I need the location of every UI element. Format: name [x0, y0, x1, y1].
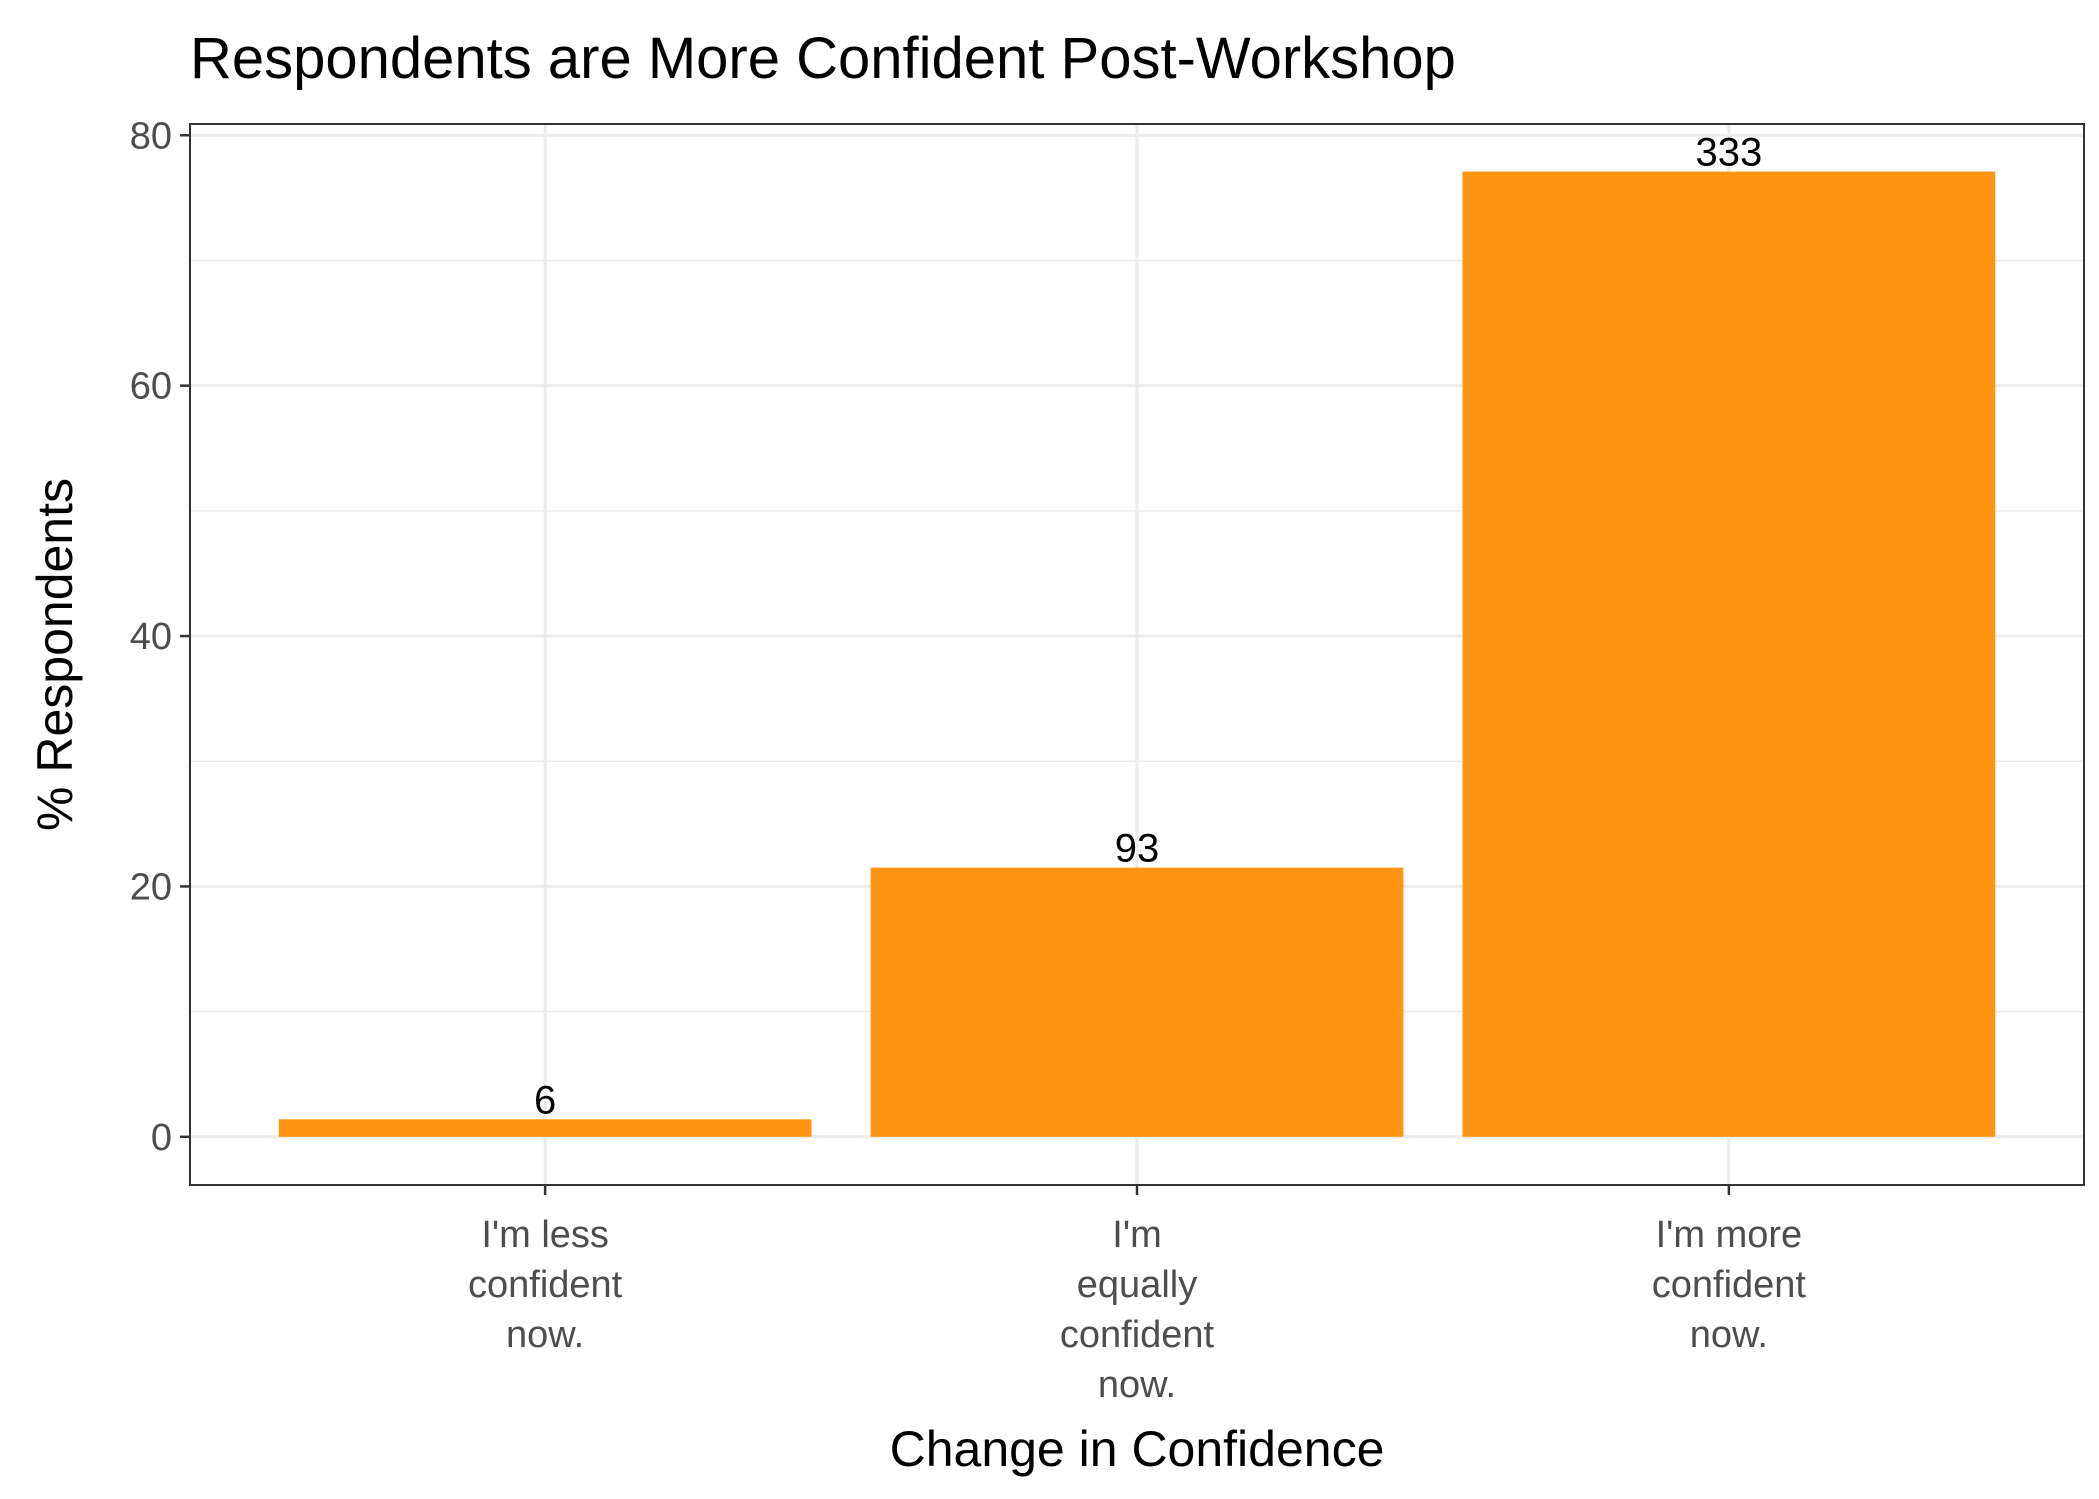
x-tick-label: I'm more confident now.: [1652, 1214, 1807, 1356]
y-axis: 0 20 40 60 80: [130, 115, 190, 1159]
x-tick-label-line: I'm less: [481, 1214, 609, 1256]
y-tick-label: 80: [130, 115, 172, 157]
bar: [870, 867, 1404, 1137]
bar-data-label: 93: [1115, 827, 1160, 871]
x-tick-label-line: now.: [1690, 1314, 1768, 1356]
x-tick-label: I'm less confident now.: [468, 1214, 623, 1356]
x-tick-label-line: I'm more: [1656, 1214, 1803, 1256]
bars: [278, 171, 1996, 1137]
y-axis-title: % Respondents: [27, 478, 83, 831]
x-tick-label-line: now.: [506, 1314, 584, 1356]
x-tick-label-line: equally: [1077, 1264, 1197, 1306]
bar: [278, 1119, 812, 1137]
y-tick-label: 0: [151, 1117, 172, 1159]
y-tick-label: 60: [130, 366, 172, 408]
y-tick-label: 40: [130, 616, 172, 658]
data-labels: 6 93 333: [534, 131, 1762, 1123]
bar-data-label: 6: [534, 1078, 556, 1122]
x-tick-label-line: now.: [1098, 1364, 1176, 1406]
x-tick-label-line: confident: [468, 1264, 623, 1306]
x-tick-label: I'm equally confident now.: [1060, 1214, 1215, 1406]
x-tick-label-line: confident: [1652, 1264, 1807, 1306]
x-tick-label-line: I'm: [1112, 1214, 1161, 1256]
chart-title: Respondents are More Confident Post-Work…: [190, 26, 1456, 91]
x-axis: I'm less confident now. I'm equally confident…: [468, 1185, 1806, 1406]
bar: [1462, 171, 1996, 1137]
y-tick-label: 20: [130, 866, 172, 908]
bar-data-label: 333: [1696, 131, 1763, 175]
x-axis-title: Change in Confidence: [890, 1421, 1385, 1477]
x-tick-label-line: confident: [1060, 1314, 1215, 1356]
